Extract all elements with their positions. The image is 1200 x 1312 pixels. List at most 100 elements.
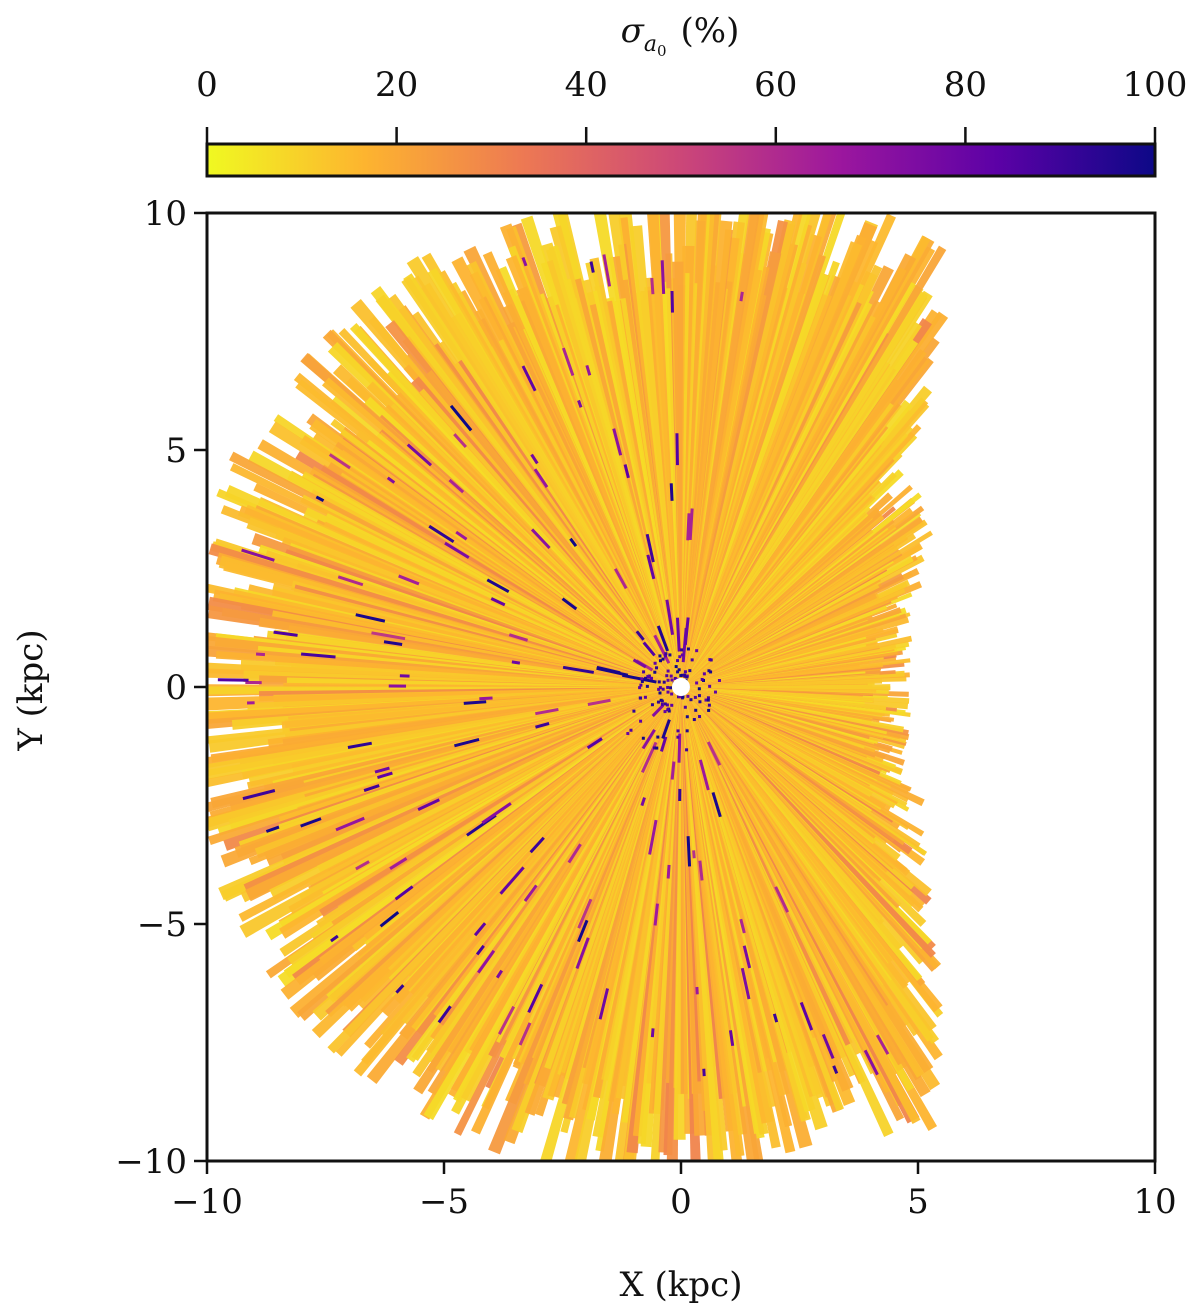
map-ray [686, 691, 901, 861]
high-sigma-streak [533, 468, 549, 488]
map-ray [568, 693, 680, 1119]
map-ray [682, 266, 770, 681]
center-high-sigma-point [681, 695, 685, 699]
map-ray [686, 690, 928, 856]
high-sigma-streak [335, 816, 365, 832]
map-ray [688, 687, 911, 717]
map-ray [687, 689, 891, 774]
center-high-sigma-point [683, 673, 687, 677]
center-high-sigma-point [683, 670, 687, 674]
map-ray [499, 693, 679, 1061]
colorbar: σa0 (%) 0 20 40 60 80 100 [196, 11, 1187, 178]
sigma-map [207, 213, 949, 1161]
high-sigma-streak [355, 613, 386, 623]
map-ray [295, 563, 675, 685]
high-sigma-streak [659, 736, 668, 752]
map-ray [659, 694, 681, 1080]
map-ray [592, 693, 680, 1138]
center-high-sigma-point [666, 669, 670, 673]
map-ray [684, 266, 907, 681]
high-sigma-streak [479, 696, 493, 701]
map-ray [681, 229, 733, 680]
map-ray [681, 220, 733, 680]
high-sigma-streak [241, 548, 275, 562]
map-ray [687, 689, 885, 763]
high-sigma-streak [602, 254, 612, 287]
center-high-sigma-point [693, 695, 697, 699]
map-ray [683, 213, 833, 681]
map-ray [327, 692, 677, 1054]
map-ray [453, 693, 678, 1136]
map-ray [592, 693, 680, 1099]
map-ray [688, 687, 874, 697]
center-high-sigma-point [695, 649, 699, 653]
center-high-sigma-point [645, 684, 649, 688]
center-high-sigma-point [685, 675, 689, 679]
map-ray [683, 281, 865, 681]
map-ray [684, 265, 894, 681]
high-sigma-streak [686, 836, 692, 867]
high-sigma-streak [577, 898, 593, 929]
map-ray [682, 293, 767, 681]
map-ray [314, 498, 675, 684]
map-ray [505, 693, 678, 1043]
map-ray [621, 694, 681, 1124]
high-sigma-streak [255, 652, 266, 657]
map-ray [257, 496, 675, 685]
map-ray [687, 688, 893, 752]
high-sigma-streak [642, 641, 656, 657]
high-sigma-streak [463, 700, 487, 705]
center-high-sigma-point [704, 698, 708, 702]
center-high-sigma-point [640, 677, 644, 681]
map-ray [687, 688, 907, 746]
center-high-sigma-point [706, 696, 710, 700]
high-sigma-streak [596, 665, 621, 675]
center-high-sigma-point [647, 675, 651, 679]
map-ray [687, 530, 933, 684]
map-ray [488, 693, 679, 1155]
high-sigma-streak [692, 850, 696, 859]
map-ray [598, 694, 680, 1161]
map-ray [214, 633, 674, 687]
map-ray [531, 693, 679, 1060]
high-sigma-streak [477, 949, 496, 974]
center-high-sigma-point [680, 653, 684, 657]
map-ray [688, 687, 887, 711]
map-ray [683, 253, 826, 681]
map-ray [281, 536, 675, 685]
high-sigma-streak [363, 784, 380, 792]
center-high-sigma-point [708, 684, 712, 688]
high-sigma-streak [832, 1065, 839, 1075]
high-sigma-streak [448, 478, 465, 494]
map-ray [687, 688, 871, 740]
map-ray [257, 544, 675, 685]
map-ray [512, 693, 679, 1070]
high-sigma-streak [742, 945, 752, 969]
center-high-sigma-point [644, 676, 648, 680]
map-ray [681, 221, 745, 680]
map-ray [253, 635, 674, 687]
map-ray [665, 694, 681, 1084]
map-ray [688, 687, 891, 717]
map-ray [411, 692, 677, 1061]
map-ray [582, 693, 680, 1070]
high-sigma-streak [473, 922, 487, 937]
high-sigma-streak [428, 524, 455, 544]
map-ray [686, 690, 874, 812]
map-ray [380, 692, 677, 1017]
map-ray [207, 605, 674, 686]
high-sigma-streak [561, 597, 578, 611]
high-sigma-streak [683, 617, 690, 646]
map-ray [561, 693, 680, 1076]
map-ray [681, 213, 750, 680]
high-sigma-streak [444, 541, 470, 559]
map-ray [453, 693, 678, 1103]
center-high-sigma-point [666, 708, 670, 712]
map-ray [595, 693, 680, 1152]
map-ray [687, 688, 880, 723]
map-ray [229, 463, 675, 684]
map-ray [687, 688, 904, 733]
map-ray [684, 365, 897, 682]
center-high-sigma-point [655, 666, 659, 670]
high-sigma-streak [330, 934, 339, 943]
